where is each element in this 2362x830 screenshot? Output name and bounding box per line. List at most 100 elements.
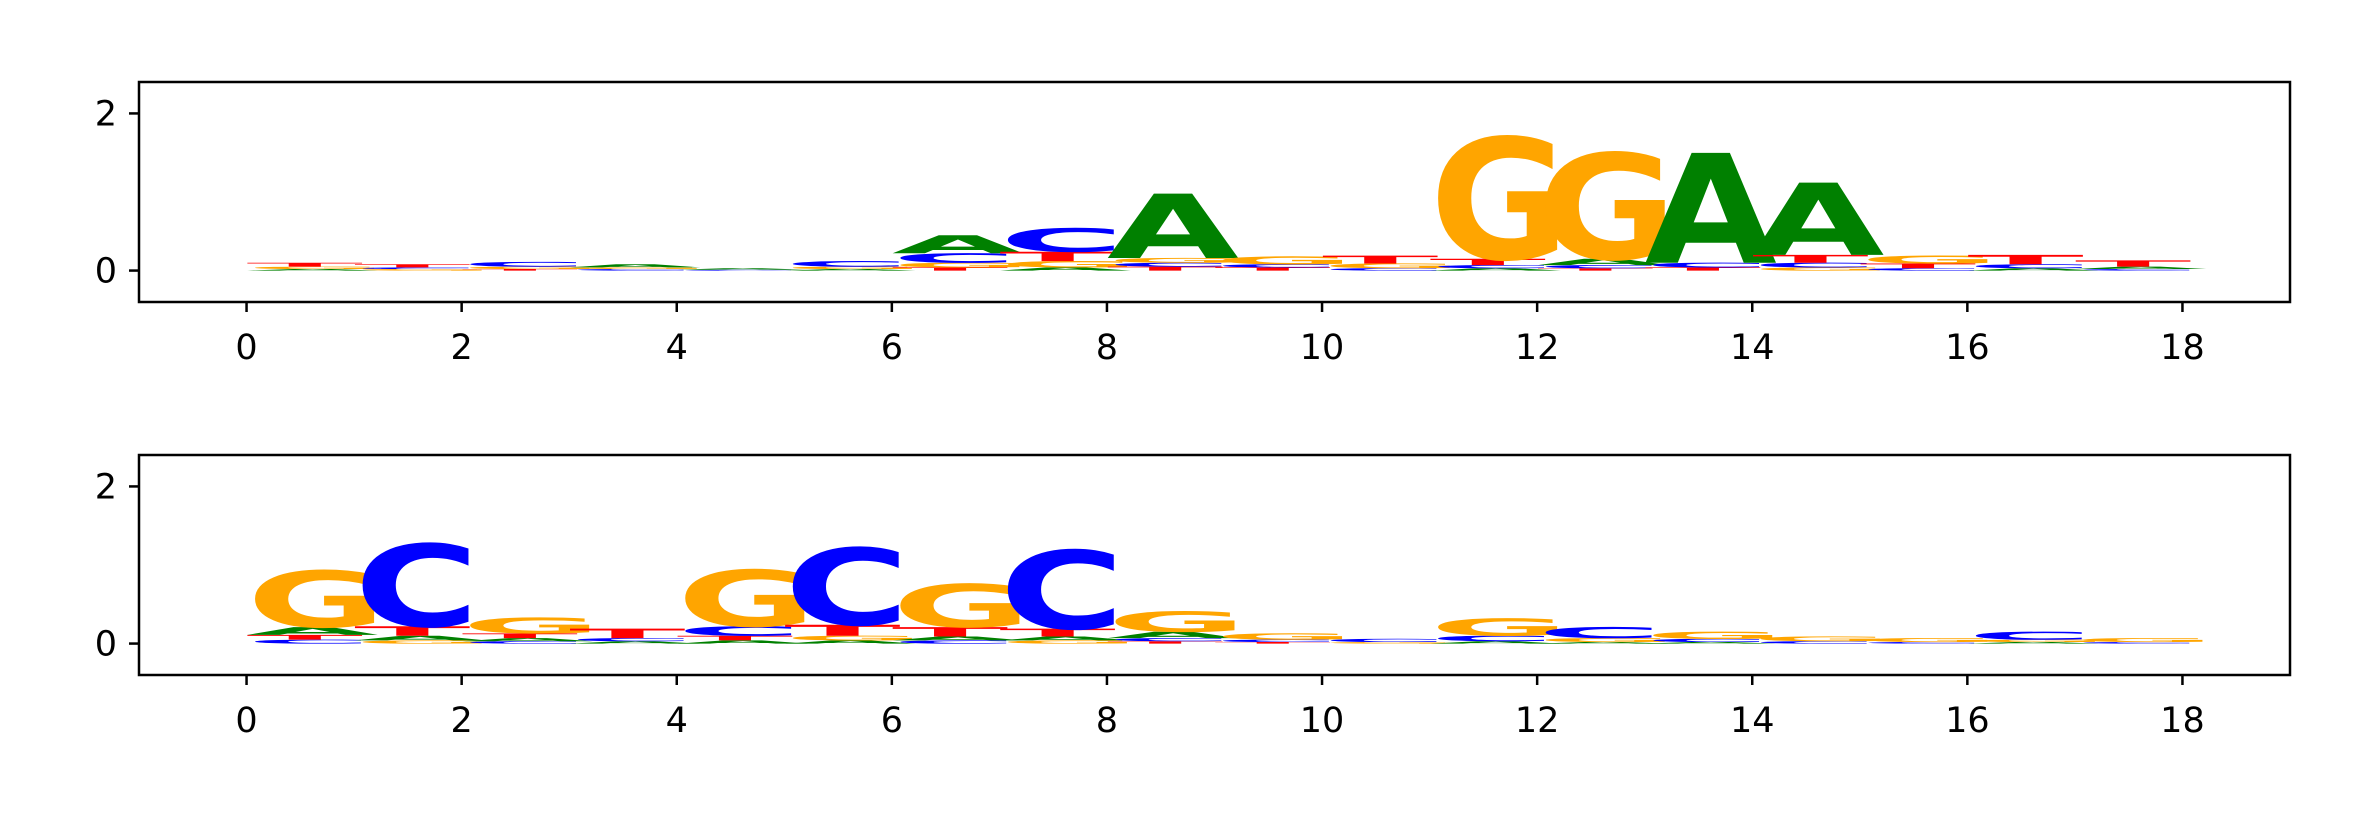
logo-panel-1: AGTGCTTGCCGACAAGCTGCAAGTCTCGATCGCGTACTGT… [95,80,2292,368]
logo-letter-A-pos-5: A [784,269,916,271]
x-tick-label: 6 [881,328,903,368]
logo-letter-A-pos-13: A [1645,123,1777,298]
logo-letter-T-pos-9: T [1215,642,1331,644]
logo-letter-G-pos-17: G [2075,637,2215,643]
x-tick-label: 10 [1300,701,1345,741]
logo-letter-T-pos-14: T [1752,253,1868,266]
logo-letter-A-pos-4: A [677,268,809,270]
logo-letter-A-pos-5: A [784,640,916,645]
logo-letter-C-pos-5: C [784,527,909,650]
logo-letter-C-pos-16: C [1967,263,2092,269]
x-tick-label: 14 [1730,328,1775,368]
logo-letter-C-pos-3: C [569,269,694,271]
logo-letter-T-pos-16: T [1967,252,2083,267]
logo-letter-C-pos-2: C [462,261,587,268]
logo-letter-C-pos-4: C [677,270,802,271]
logo-letter-C-pos-11: C [1430,264,1555,269]
x-tick-label: 6 [881,701,903,741]
logo-letter-C-pos-10: C [1322,268,1447,272]
logo-letter-T-pos-11: T [1430,257,1546,267]
y-tick-label: 0 [95,625,117,665]
logo-letter-C-pos-9: C [1215,263,1340,268]
x-tick-label: 8 [1096,701,1118,741]
logo-letter-A-pos-16: A [1967,642,2099,644]
logo-letter-G-pos-4: G [677,555,817,645]
logo-letter-T-pos-8: T [1107,266,1223,272]
logo-letter-A-pos-7: A [999,267,1131,272]
logo-letter-T-pos-13: T [1645,267,1761,272]
logo-letter-C-pos-15: C [1860,642,1985,644]
logo-letter-C-pos-14: C [1752,261,1877,268]
logo-letter-A-pos-8: A [1107,630,1239,640]
x-tick-label: 18 [2160,328,2205,368]
x-tick-label: 10 [1300,328,1345,368]
logo-letter-T-pos-10: T [1322,254,1438,267]
logo-panel-2: CTAGGATCCATGACTATCGAGTCCATGGATCTCAGTCGGC… [95,453,2292,741]
logo-letter-G-pos-6: G [892,572,1032,641]
y-tick-label: 2 [95,467,117,507]
logo-letter-G-pos-7: G [999,259,1139,269]
logo-letter-C-pos-15: C [1860,268,1985,272]
logo-letter-T-pos-1: T [354,263,470,268]
logo-letter-G-pos-14: G [1752,267,1892,272]
logo-letter-G-pos-9: G [1215,254,1355,267]
logo-letter-T-pos-0: T [247,262,363,268]
x-tick-label: 0 [235,701,257,741]
logo-letter-G-pos-6: G [892,261,1032,268]
x-tick-label: 16 [1945,328,1990,368]
logo-letter-C-pos-11: C [1430,634,1555,643]
logo-letter-C-pos-4: C [677,624,802,639]
axes-frame [137,453,2292,677]
logo-letter-G-pos-15: G [1860,254,2000,267]
logo-letter-A-pos-12: A [1537,257,1669,267]
logo-letter-T-pos-0: T [247,634,363,641]
logo-letter-T-pos-17: T [2075,259,2191,269]
logo-letter-T-pos-8: T [1107,641,1223,645]
logo-letter-C-pos-6: C [892,640,1017,645]
logo-letter-A-pos-8: A [1107,177,1239,280]
logo-letter-T-pos-9: T [1215,267,1331,272]
logo-letter-T-pos-6: T [892,267,1008,272]
logo-letter-T-pos-1: T [354,624,470,639]
logo-letter-C-pos-8: C [1107,637,1232,642]
logo-letter-G-pos-7: G [999,640,1139,645]
logo-letter-C-pos-2: C [462,641,587,645]
logo-letter-A-pos-6: A [892,635,1024,641]
logo-letter-G-pos-2: G [462,266,602,270]
logo-letter-T-pos-2: T [462,269,578,271]
logo-letter-G-pos-12: G [1537,125,1677,294]
logo-letter-C-pos-8: C [1107,262,1232,268]
logo-letter-G-pos-5: G [784,634,924,641]
logo-letter-G-pos-8: G [1107,257,1247,264]
y-tick-label: 0 [95,252,117,292]
logo-letter-T-pos-5: T [784,622,900,640]
logo-letter-G-pos-12: G [1537,637,1677,643]
logo-letter-T-pos-4: T [677,634,793,641]
logo-letter-T-pos-7: T [999,249,1115,264]
logo-letter-A-pos-0: A [247,625,379,638]
logo-letters: AGTGCTTGCCGACAAGCTGCAAGTCTCGATCGCGTACTGT… [247,104,2207,299]
x-tick-label: 8 [1096,328,1118,368]
logo-letter-G-pos-1: G [354,269,494,271]
logo-letter-A-pos-13: A [1645,642,1777,644]
logo-letter-A-pos-17: A [2075,266,2207,270]
logo-letter-A-pos-6: A [892,230,1024,259]
x-tick-label: 0 [235,328,257,368]
logo-letter-G-pos-10: G [1322,642,1462,644]
logo-letter-C-pos-12: C [1537,264,1662,269]
logo-letter-C-pos-9: C [1215,639,1340,643]
logo-letter-T-pos-6: T [892,625,1008,640]
logo-letter-C-pos-7: C [999,222,1124,260]
x-tick-label: 2 [451,328,473,368]
y-tick-label: 2 [95,94,117,134]
logo-letter-C-pos-1: C [354,267,479,269]
logo-letter-C-pos-16: C [1967,630,2092,643]
logo-letter-T-pos-15: T [1860,262,1976,269]
logo-letters: CTAGGATCCATGACTATCGAGTCCATGGATCTCAGTCGGC… [247,522,2215,654]
x-tick-label: 18 [2160,701,2205,741]
logo-letter-T-pos-7: T [999,627,1115,640]
logo-letter-C-pos-1: C [354,522,479,653]
logo-letter-A-pos-11: A [1430,268,1562,272]
